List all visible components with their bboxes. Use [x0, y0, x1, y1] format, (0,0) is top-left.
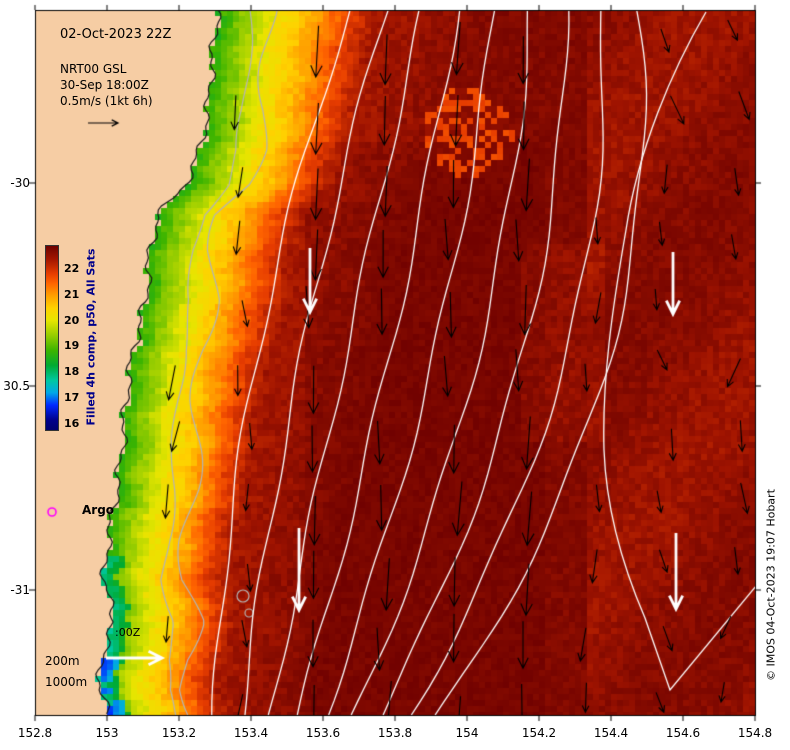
legend-velocity-scale: 0.5m/s (1kt 6h)	[60, 94, 153, 108]
sst-colorbar	[45, 245, 59, 431]
y-tick-label: 30.5	[3, 379, 30, 393]
colorbar-tick-labels: 22 21 20 19 18 17 16	[64, 263, 79, 429]
x-tick-label: 154.8	[737, 726, 773, 740]
map-datetime-title: 02-Oct-2023 22Z	[60, 27, 172, 42]
x-tick-label: 153.4	[233, 726, 269, 740]
colorbar-tick-label: 20	[64, 313, 80, 327]
x-tick-label: 154.4	[593, 726, 629, 740]
x-tick-label: 154	[455, 726, 479, 740]
y-tick-label: -31	[10, 583, 30, 597]
x-tick-label: 154.6	[665, 726, 701, 740]
x-tick-label: 153.6	[305, 726, 341, 740]
depth-1000m-label: 1000m	[45, 675, 88, 689]
time-annotation: :00Z	[115, 626, 141, 639]
legend-product-label: NRT00 GSL	[60, 62, 127, 76]
colorbar-tick-label: 21	[64, 287, 80, 301]
colorbar-title: Filled 4h comp, p50, All Sats	[84, 248, 98, 426]
colorbar-tick-label: 18	[64, 365, 80, 379]
x-tick-label: 153.8	[377, 726, 413, 740]
argo-float-label: Argo	[82, 503, 115, 517]
imos-credit-text: © IMOS 04-Oct-2023 19:07 Hobart	[764, 489, 778, 681]
x-tick-label: 154.2	[521, 726, 557, 740]
depth-200m-label: 200m	[45, 654, 80, 668]
colorbar-tick-label: 22	[64, 262, 80, 275]
y-tick-label: -30	[10, 176, 30, 190]
x-tick-label: 153.2	[161, 726, 197, 740]
colorbar-tick-label: 17	[64, 391, 80, 405]
x-tick-label: 152.8	[17, 726, 53, 740]
colorbar-tick-label: 16	[64, 416, 80, 430]
legend-reference-time: 30-Sep 18:00Z	[60, 78, 149, 92]
colorbar-tick-label: 19	[64, 339, 80, 353]
x-tick-label: 153	[95, 726, 119, 740]
